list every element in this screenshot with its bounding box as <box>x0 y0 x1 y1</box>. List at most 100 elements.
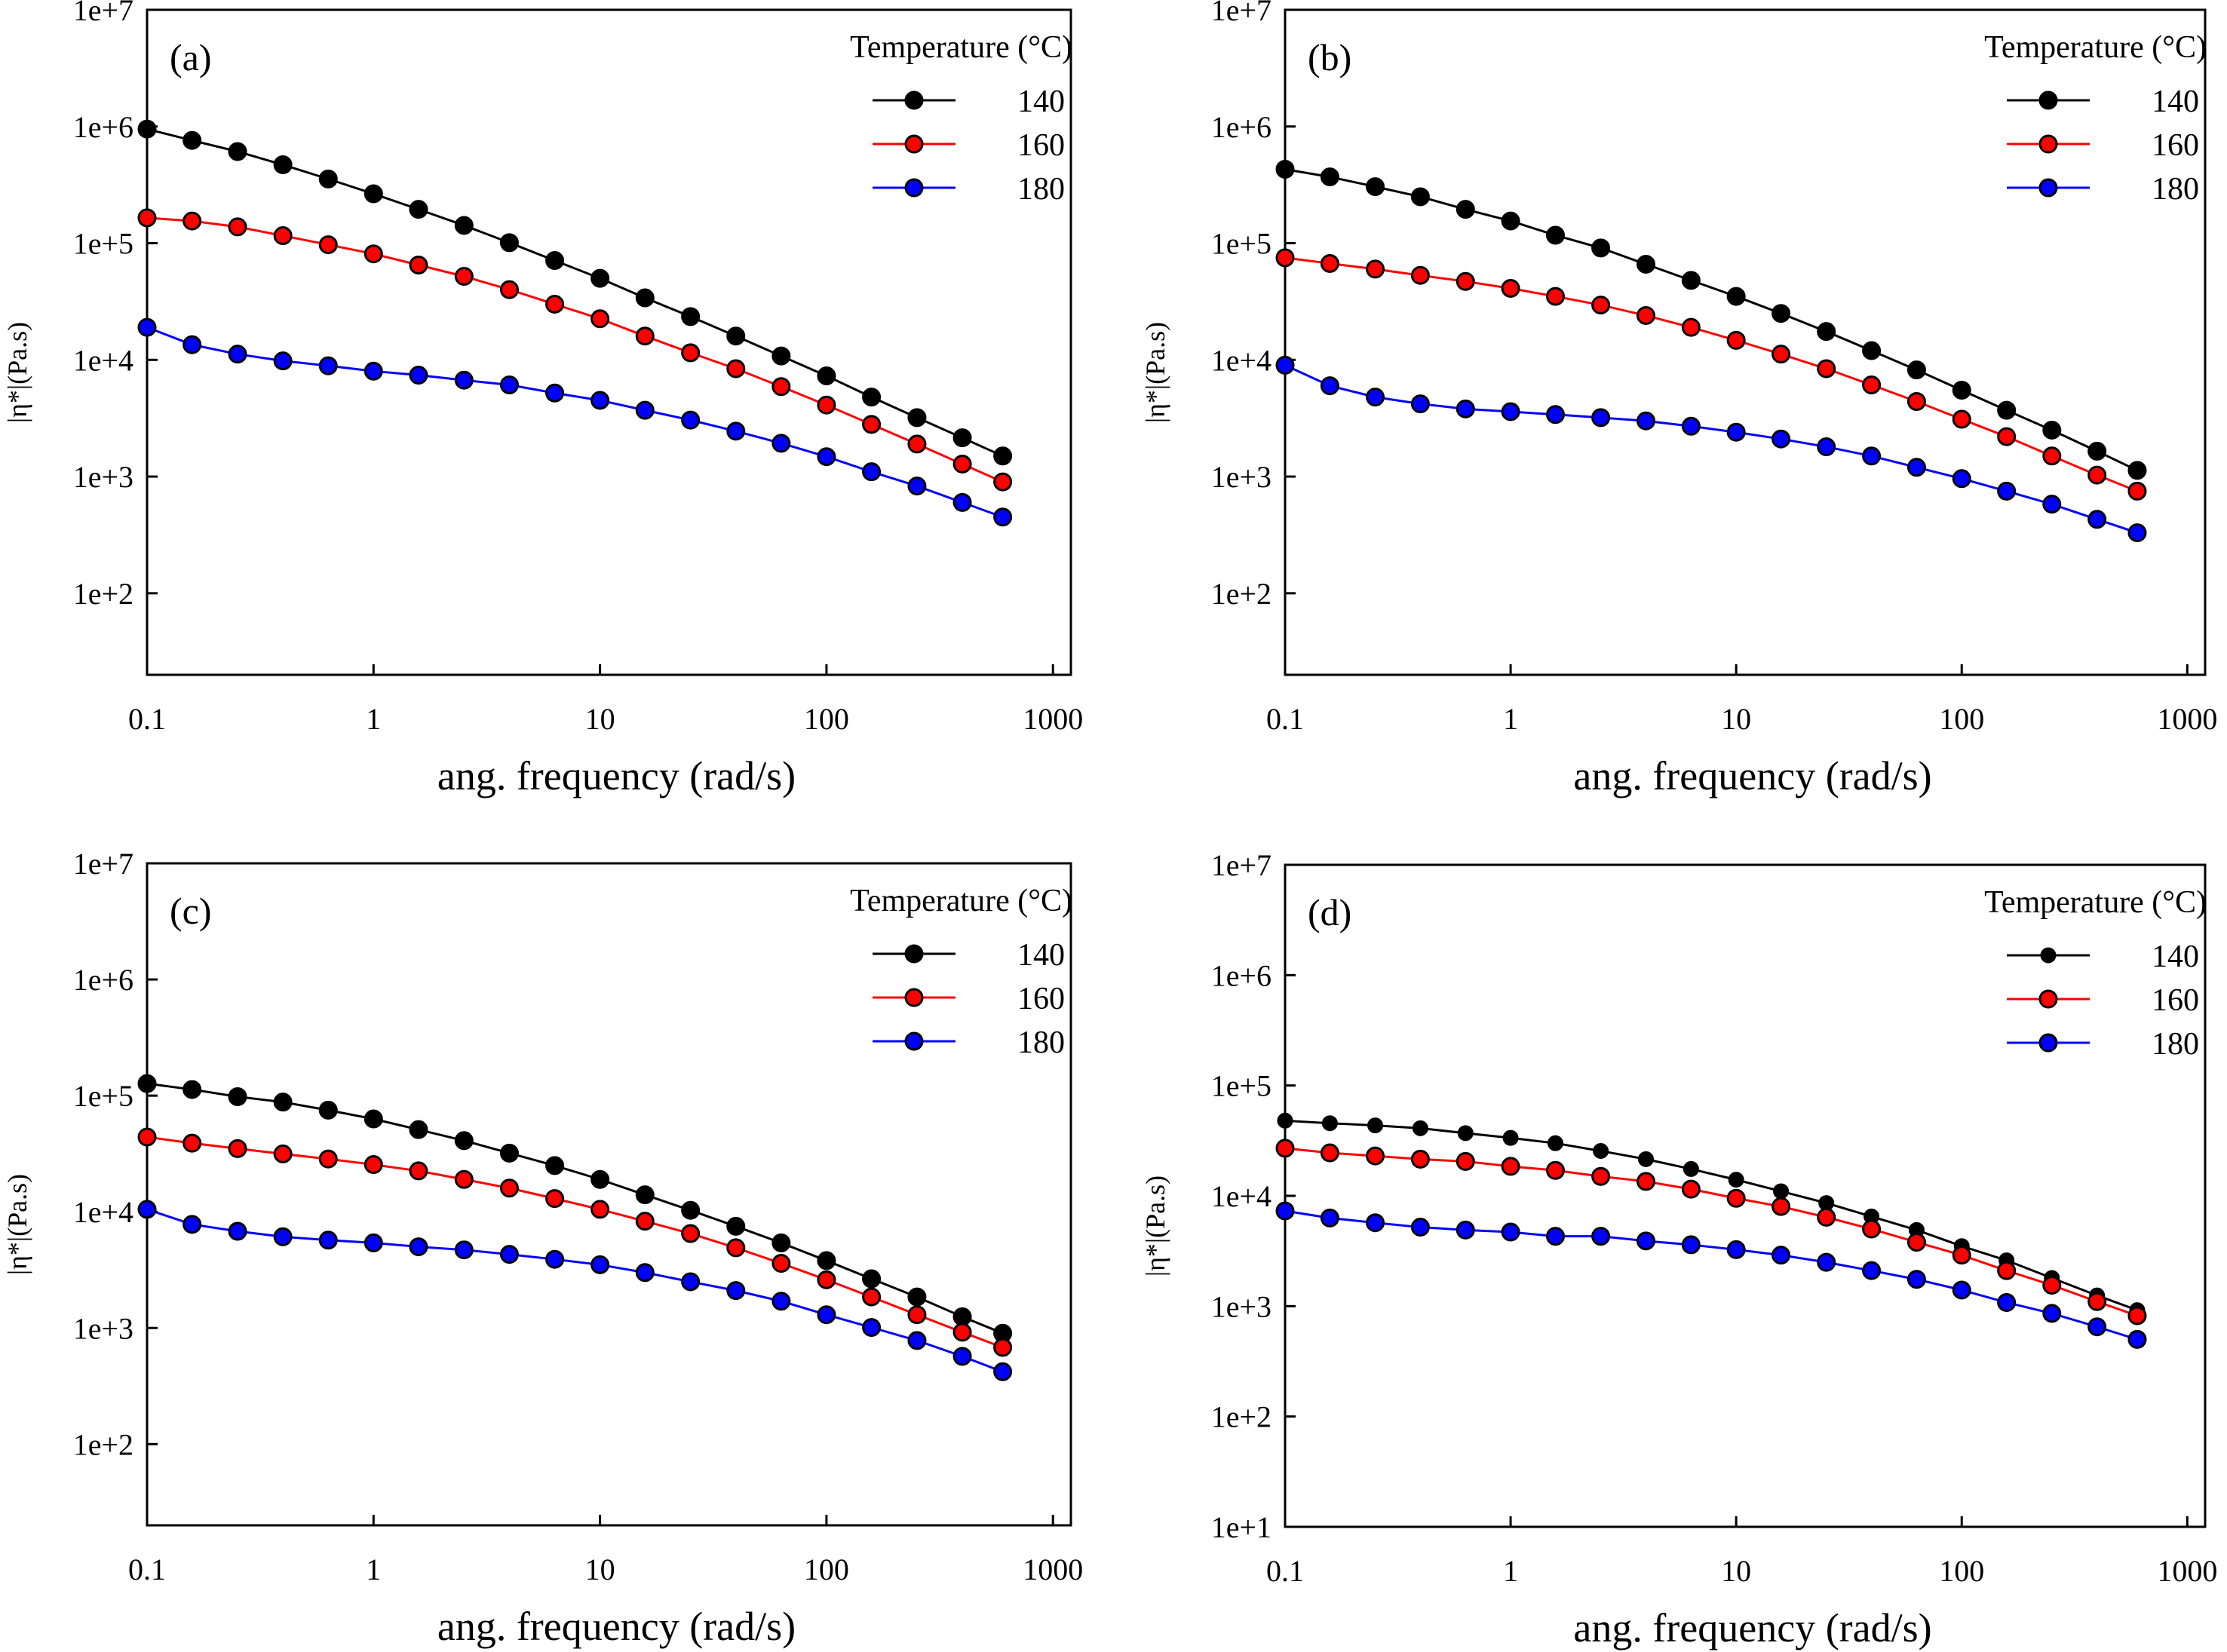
data-point-160 <box>273 1144 293 1163</box>
y-tick-label: 1e+2 <box>73 1427 133 1461</box>
data-point-180 <box>1545 1227 1565 1246</box>
data-point-180 <box>907 1331 927 1350</box>
series-line-160 <box>146 216 1004 483</box>
legend-marker-140 <box>904 944 924 964</box>
data-point-180 <box>1952 1280 1971 1300</box>
data-point-140 <box>318 169 338 188</box>
data-point-160 <box>952 1323 972 1342</box>
data-point-140 <box>771 1233 791 1252</box>
data-point-180 <box>1726 1240 1746 1259</box>
data-point-140 <box>1771 304 1791 323</box>
data-point-140 <box>409 200 428 219</box>
data-point-160 <box>635 1212 655 1231</box>
data-point-140 <box>817 366 836 385</box>
data-point-160 <box>726 1238 746 1258</box>
data-point-160 <box>273 226 293 246</box>
legend-marker-180 <box>2038 178 2058 198</box>
y-tick-label: 1e+4 <box>1211 343 1271 377</box>
plot-frame <box>146 8 1072 676</box>
data-point-160 <box>2127 481 2147 501</box>
data-point-180 <box>1275 1201 1295 1221</box>
data-point-160 <box>590 1200 610 1219</box>
data-point-180 <box>2087 510 2107 529</box>
data-point-180 <box>1456 1220 1475 1240</box>
x-tick-label: 0.1 <box>128 1552 166 1586</box>
data-point-180 <box>2127 1329 2147 1349</box>
data-point-160 <box>1817 1207 1836 1227</box>
data-point-160 <box>1275 1139 1295 1158</box>
data-point-140 <box>1366 177 1385 197</box>
data-point-180 <box>1906 458 1926 477</box>
x-tick-label: 100 <box>1939 702 1984 736</box>
series-line-140 <box>1284 168 2138 472</box>
data-point-180 <box>363 1233 383 1252</box>
data-point-160 <box>1771 345 1791 364</box>
data-point-140 <box>726 1216 746 1236</box>
x-tick-label: 100 <box>804 1552 849 1586</box>
chart-panel-b: 0.1 1 10 100 1000 1e+2 1e+3 1e+4 1e+5 1e+6 1e+7 ang… <box>1140 0 2217 798</box>
y-tick-label: 1e+4 <box>1211 1179 1271 1213</box>
data-point-160 <box>952 454 972 474</box>
data-point-140 <box>499 233 519 253</box>
y-tick-label: 1e+5 <box>1211 1069 1271 1103</box>
plot-frame <box>1284 8 2207 676</box>
data-point-160 <box>1366 259 1385 279</box>
data-point-160 <box>363 1155 383 1175</box>
data-point-140 <box>228 142 247 161</box>
data-point-180 <box>1410 1218 1430 1237</box>
data-point-180 <box>1771 429 1791 449</box>
y-tick-label: 1e+6 <box>73 110 133 144</box>
x-tick-label: 1000 <box>2157 1554 2217 1588</box>
panel-label: (d) <box>1308 891 1351 933</box>
data-point-140 <box>1412 1120 1428 1136</box>
legend-entry-140: 140 <box>2152 939 2199 974</box>
data-point-140 <box>907 1287 927 1307</box>
data-point-160 <box>1410 1149 1430 1169</box>
data-point-160 <box>1591 1166 1611 1186</box>
data-point-180 <box>1636 411 1655 431</box>
data-point-140 <box>137 1074 157 1093</box>
panel-label: (b) <box>1308 36 1351 78</box>
data-point-140 <box>1817 322 1836 342</box>
data-point-140 <box>228 1087 247 1106</box>
legend-entry-180: 180 <box>1017 1025 1065 1060</box>
data-point-180 <box>137 1200 157 1219</box>
data-point-140 <box>1545 225 1565 245</box>
data-point-140 <box>137 119 157 139</box>
x-tick-label: 1 <box>366 702 381 736</box>
chart-panel-a: 0.1 1 10 100 1000 1e+2 1e+3 1e+4 1e+5 1e+6 1e+7 ang… <box>2 0 1083 798</box>
data-point-160 <box>1636 1172 1655 1191</box>
data-point-160 <box>862 415 882 434</box>
data-point-160 <box>2087 1292 2107 1311</box>
y-tick-label: 1e+7 <box>1211 0 1271 27</box>
data-point-160 <box>409 1161 428 1181</box>
data-point-160 <box>545 294 565 314</box>
data-point-180 <box>771 434 791 453</box>
data-point-160 <box>771 1254 791 1273</box>
data-point-160 <box>1410 265 1430 285</box>
data-point-160 <box>1591 296 1611 315</box>
data-point-140 <box>590 268 610 288</box>
data-point-140 <box>1906 360 1926 380</box>
data-point-140 <box>681 307 701 326</box>
data-point-180 <box>681 410 701 430</box>
data-point-140 <box>635 288 655 308</box>
data-point-140 <box>273 155 293 175</box>
legend-marker-140 <box>2040 947 2057 964</box>
y-tick-label: 1e+1 <box>1211 1510 1271 1544</box>
data-point-180 <box>817 447 836 467</box>
data-point-160 <box>137 1127 157 1147</box>
data-point-160 <box>499 1178 519 1198</box>
data-point-140 <box>1683 1160 1699 1177</box>
data-point-180 <box>635 1263 655 1283</box>
data-point-140 <box>183 1080 202 1099</box>
data-point-140 <box>1593 1143 1609 1160</box>
y-tick-label: 1e+3 <box>1211 460 1271 494</box>
x-tick-label: 1000 <box>1023 702 1083 736</box>
data-point-160 <box>1545 1160 1565 1180</box>
y-tick-label: 1e+6 <box>73 963 133 997</box>
y-tick-label: 1e+3 <box>1211 1289 1271 1323</box>
legend-title: Temperature (°C) <box>850 884 1072 918</box>
data-point-180 <box>318 356 338 375</box>
y-tick-label: 1e+2 <box>1211 577 1271 611</box>
